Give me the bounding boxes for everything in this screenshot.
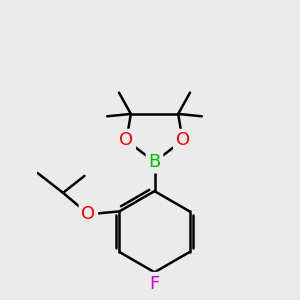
Text: O: O — [176, 131, 190, 149]
Text: F: F — [149, 274, 160, 292]
Text: O: O — [81, 205, 95, 223]
Text: B: B — [148, 153, 160, 171]
Text: O: O — [119, 131, 134, 149]
